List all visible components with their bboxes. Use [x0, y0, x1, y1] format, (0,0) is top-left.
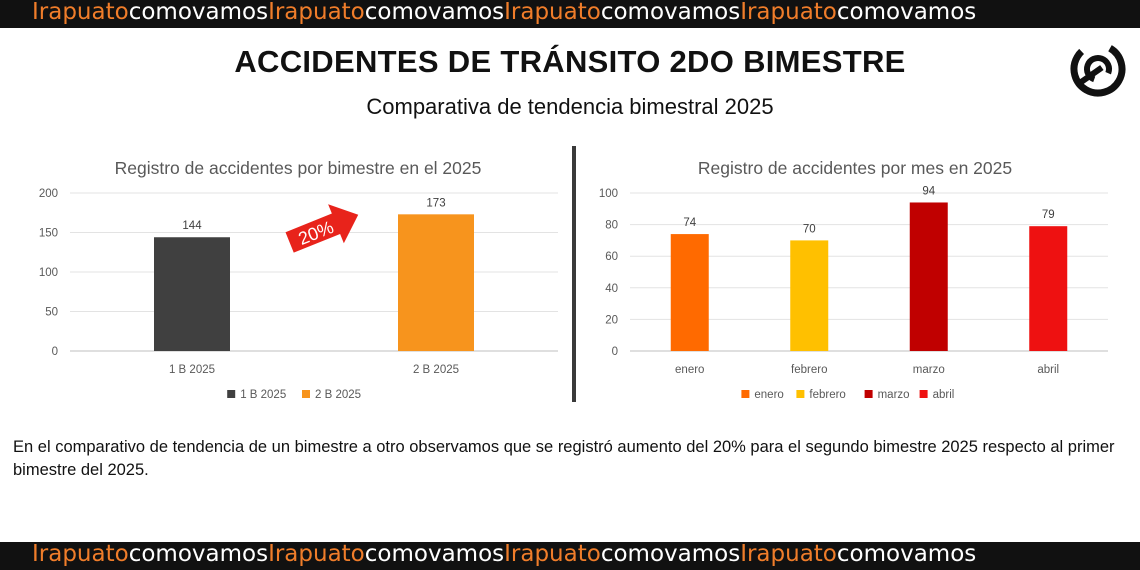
x-tick-label: 2 B 2025: [413, 364, 459, 376]
bar-enero: [670, 234, 709, 351]
legend-label: 2 B 2025: [315, 389, 361, 401]
banner-word-brand: Irapuato: [268, 0, 365, 25]
bar-abril: [1029, 226, 1068, 351]
top-banner: IrapuatocomovamosIrapuatocomovamosIrapua…: [0, 0, 1140, 28]
x-tick-label: marzo: [913, 364, 945, 376]
banner-word-tagline: comovamos: [836, 0, 977, 25]
monthly-chart: Registro de accidentes por mes en 2025 0 2…: [599, 158, 1108, 401]
page-subtitle: Comparativa de tendencia bimestral 2025: [366, 94, 774, 119]
bar-2-b-2025: [398, 214, 474, 351]
banner-word-tagline: comovamos: [600, 542, 741, 567]
bar-1-b-2025: [154, 237, 230, 351]
y-tick-label: 0: [52, 346, 58, 358]
bottom-banner: IrapuatocomovamosIrapuatocomovamosIrapua…: [0, 542, 1140, 570]
logo-icon: [1070, 41, 1126, 97]
y-tick-label: 0: [612, 346, 618, 358]
banner-word-tagline: comovamos: [364, 0, 505, 25]
legend-swatch: [302, 390, 310, 398]
legend-label: marzo: [878, 389, 910, 401]
bar-febrero: [790, 240, 829, 351]
increase-arrow: 20%: [285, 204, 359, 253]
chart-title: Registro de accidentes por mes en 2025: [698, 158, 1012, 178]
legend-label: enero: [754, 389, 783, 401]
banner-row: IrapuatocomovamosIrapuatocomovamosIrapua…: [32, 0, 976, 26]
legend-label: febrero: [809, 389, 845, 401]
x-tick-label: 1 B 2025: [169, 364, 215, 376]
y-tick-label: 20: [605, 314, 618, 326]
y-tick-label: 100: [599, 188, 618, 200]
banner-word-brand: Irapuato: [504, 542, 601, 567]
chart-divider: [572, 146, 576, 402]
banner-row: IrapuatocomovamosIrapuatocomovamosIrapua…: [32, 542, 976, 568]
legend-swatch: [919, 390, 928, 398]
x-tick-label: abril: [1037, 364, 1059, 376]
y-tick-label: 200: [39, 188, 58, 200]
bar-marzo: [909, 202, 948, 351]
banner-word-tagline: comovamos: [128, 0, 269, 25]
arrow-label: 20%: [296, 217, 337, 249]
data-label: 79: [1042, 209, 1055, 221]
bimester-chart: Registro de accidentes por bimestre en e…: [39, 158, 558, 401]
legend-swatch: [741, 390, 750, 398]
banner-word-brand: Irapuato: [268, 542, 365, 567]
legend-swatch: [864, 390, 873, 398]
banner-word-brand: Irapuato: [740, 542, 837, 567]
y-tick-label: 60: [605, 251, 618, 263]
data-label: 74: [683, 217, 696, 229]
legend-swatch: [796, 390, 805, 398]
y-tick-label: 100: [39, 267, 58, 279]
page-title: ACCIDENTES DE TRÁNSITO 2DO BIMESTRE: [234, 44, 906, 79]
banner-word-tagline: comovamos: [128, 542, 269, 567]
y-tick-label: 40: [605, 283, 618, 295]
banner-word-tagline: comovamos: [836, 542, 977, 567]
y-tick-label: 50: [45, 307, 58, 319]
data-label: 70: [803, 223, 816, 235]
banner-word-brand: Irapuato: [504, 0, 601, 25]
legend-label: abril: [933, 389, 955, 401]
legend-label: 1 B 2025: [240, 389, 286, 401]
data-label: 94: [922, 185, 935, 197]
legend-swatch: [227, 390, 236, 398]
footnote: En el comparativo de tendencia de un bim…: [13, 438, 1115, 479]
x-tick-label: febrero: [791, 364, 827, 376]
banner-word-brand: Irapuato: [32, 542, 129, 567]
data-label: 144: [182, 220, 202, 232]
banner-word-tagline: comovamos: [600, 0, 741, 25]
x-tick-label: enero: [675, 364, 704, 376]
chart-title: Registro de accidentes por bimestre en e…: [115, 158, 482, 178]
y-tick-label: 150: [39, 228, 58, 240]
banner-word-brand: Irapuato: [32, 0, 129, 25]
arrow-icon: [285, 204, 359, 253]
y-tick-label: 80: [605, 220, 618, 232]
banner-word-tagline: comovamos: [364, 542, 505, 567]
banner-word-brand: Irapuato: [740, 0, 837, 25]
data-label: 173: [426, 197, 445, 209]
